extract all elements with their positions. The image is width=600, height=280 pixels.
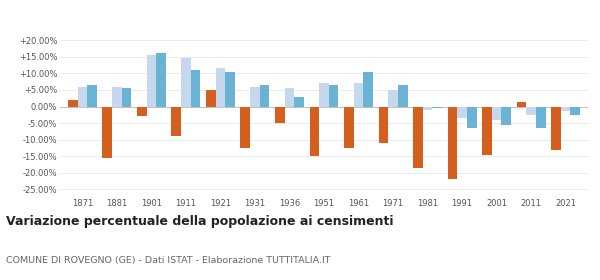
Bar: [364, 72, 373, 106]
Bar: [448, 106, 457, 179]
Bar: [457, 106, 467, 118]
Bar: [398, 85, 407, 106]
Bar: [295, 97, 304, 106]
Bar: [551, 106, 561, 150]
Bar: [241, 106, 250, 148]
Bar: [526, 106, 536, 115]
Bar: [181, 59, 191, 106]
Bar: [329, 85, 338, 106]
Bar: [206, 90, 215, 106]
Bar: [388, 90, 398, 106]
Bar: [422, 106, 433, 110]
Bar: [482, 106, 492, 155]
Bar: [379, 106, 388, 143]
Bar: [250, 87, 260, 106]
Bar: [122, 88, 131, 106]
Bar: [561, 106, 571, 111]
Bar: [172, 106, 181, 136]
Bar: [413, 106, 422, 168]
Bar: [191, 70, 200, 106]
Bar: [260, 85, 269, 106]
Bar: [467, 106, 476, 128]
Bar: [215, 68, 226, 106]
Bar: [103, 106, 112, 158]
Bar: [284, 88, 295, 106]
Bar: [502, 106, 511, 125]
Bar: [536, 106, 545, 128]
Bar: [112, 87, 122, 106]
Bar: [275, 106, 284, 123]
Bar: [319, 83, 329, 106]
Bar: [571, 106, 580, 115]
Bar: [353, 83, 364, 106]
Bar: [156, 53, 166, 106]
Bar: [344, 106, 353, 148]
Bar: [77, 87, 87, 106]
Bar: [433, 106, 442, 108]
Bar: [146, 55, 156, 106]
Text: Variazione percentuale della popolazione ai censimenti: Variazione percentuale della popolazione…: [6, 215, 394, 228]
Bar: [517, 102, 526, 106]
Bar: [87, 85, 97, 106]
Bar: [226, 72, 235, 106]
Bar: [68, 100, 77, 106]
Text: COMUNE DI ROVEGNO (GE) - Dati ISTAT - Elaborazione TUTTITALIA.IT: COMUNE DI ROVEGNO (GE) - Dati ISTAT - El…: [6, 256, 331, 265]
Bar: [137, 106, 146, 116]
Bar: [492, 106, 502, 120]
Bar: [310, 106, 319, 156]
